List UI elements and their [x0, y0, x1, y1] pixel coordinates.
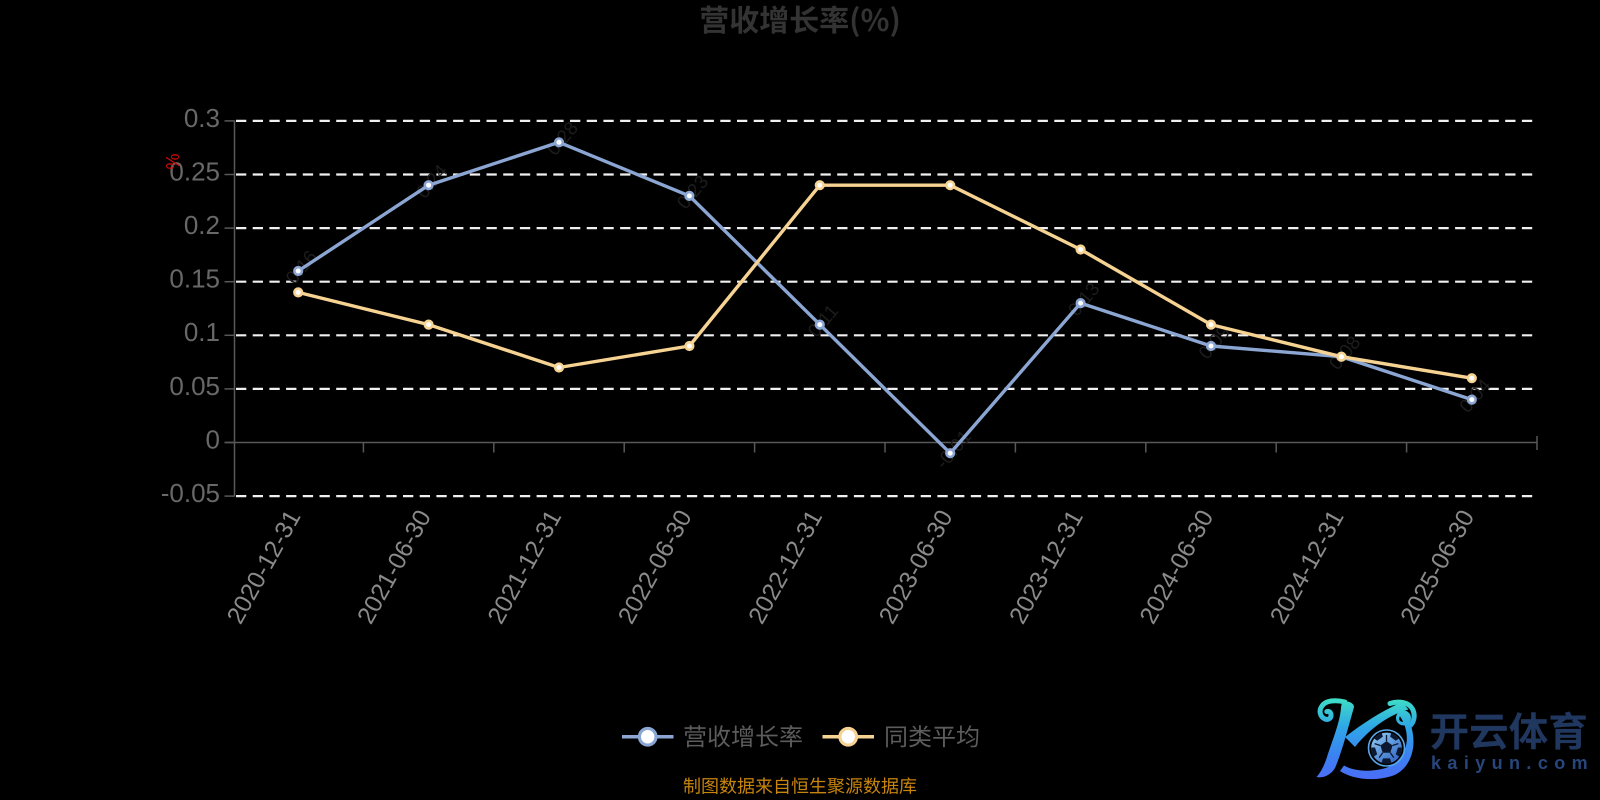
- svg-text:kaiyun.com: kaiyun.com: [1431, 753, 1594, 773]
- svg-text:%: %: [162, 153, 182, 169]
- svg-text:-0.05: -0.05: [161, 478, 220, 508]
- svg-text:0: 0: [206, 424, 220, 454]
- svg-text:0.15: 0.15: [169, 264, 220, 294]
- svg-text:0.3: 0.3: [184, 103, 220, 133]
- svg-text:0.1: 0.1: [184, 317, 220, 347]
- svg-text:0.25: 0.25: [169, 156, 220, 186]
- svg-text:0.05: 0.05: [169, 371, 220, 401]
- svg-text:0.2: 0.2: [184, 210, 220, 240]
